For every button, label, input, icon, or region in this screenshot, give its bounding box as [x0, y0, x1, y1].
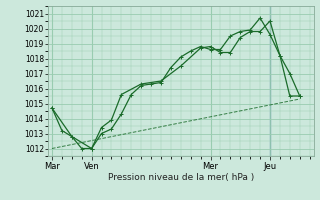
X-axis label: Pression niveau de la mer( hPa ): Pression niveau de la mer( hPa ) [108, 173, 254, 182]
